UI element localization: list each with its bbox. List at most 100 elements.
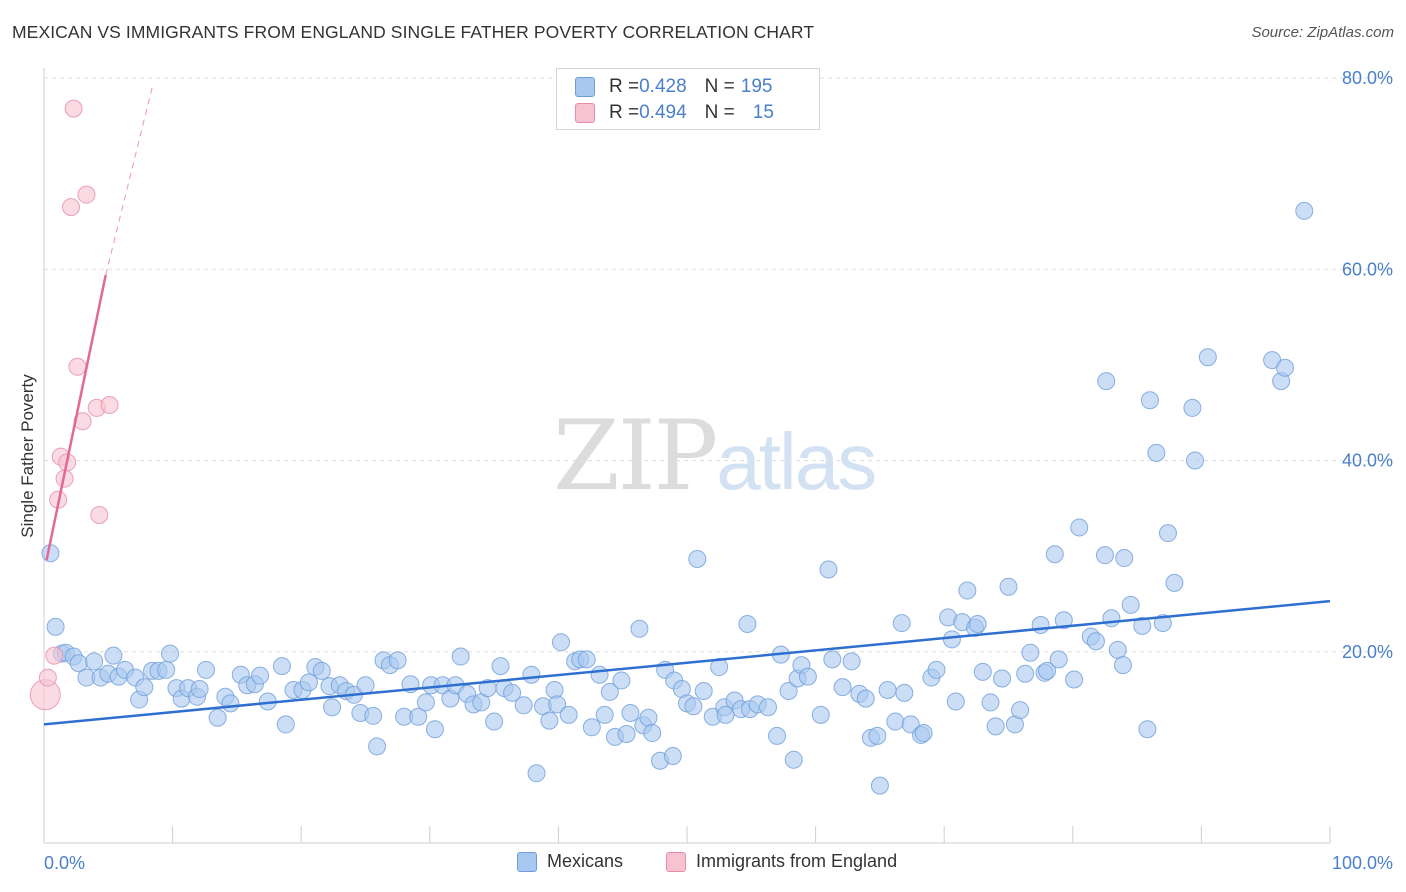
- point-mexicans: [590, 665, 609, 684]
- point-mexicans: [548, 695, 567, 714]
- point-mexicans: [981, 693, 1000, 712]
- point-mexicans: [197, 660, 216, 679]
- point-mexicans: [272, 657, 291, 676]
- point-mexicans: [868, 726, 887, 745]
- point-mexicans: [779, 681, 798, 700]
- series-legend-label-mexicans: Mexicans: [547, 851, 624, 871]
- point-mexicans: [621, 703, 640, 722]
- point-mexicans: [1185, 451, 1204, 470]
- point-mexicans: [768, 726, 787, 745]
- point-mexicans: [1086, 632, 1105, 651]
- chart-title: MEXICAN VS IMMIGRANTS FROM ENGLAND SINGL…: [12, 22, 815, 42]
- point-mexicans: [1065, 670, 1084, 689]
- point-mexicans: [927, 660, 946, 679]
- point-mexicans: [1183, 398, 1202, 417]
- point-mexicans: [1054, 611, 1073, 630]
- series-legend-swatch-mexicans: [517, 851, 537, 872]
- point-england: [45, 646, 64, 665]
- point-mexicans: [595, 705, 614, 724]
- point-mexicans: [451, 647, 470, 666]
- point-mexicans: [958, 581, 977, 600]
- point-mexicans: [663, 746, 682, 765]
- correlation-legend: R = 0.428 N = 195 R = 0.494 N = 15: [556, 68, 820, 130]
- series-legend-item-mexicans: Mexicans: [517, 851, 623, 872]
- point-mexicans: [551, 633, 570, 652]
- point-mexicans: [364, 706, 383, 725]
- point-mexicans: [1038, 661, 1057, 680]
- series-legend: Mexicans Immigrants from England: [0, 851, 1406, 879]
- point-mexicans: [856, 689, 875, 708]
- point-mexicans: [356, 676, 375, 695]
- point-england: [77, 185, 96, 204]
- point-mexicans: [1045, 545, 1064, 564]
- point-mexicans: [312, 661, 331, 680]
- point-mexicans: [694, 681, 713, 700]
- point-mexicans: [892, 614, 911, 633]
- point-mexicans: [251, 666, 270, 685]
- legend-row-england: R = 0.494 N = 15: [575, 100, 774, 126]
- point-mexicans: [1031, 615, 1050, 634]
- point-mexicans: [559, 705, 578, 724]
- point-mexicans: [1049, 650, 1068, 669]
- point-mexicans: [1121, 595, 1140, 614]
- y-tick-label: 80.0%: [1342, 68, 1393, 88]
- point-mexicans: [1295, 201, 1314, 220]
- point-mexicans: [1198, 348, 1217, 367]
- legend-row-mexicans: R = 0.428 N = 195: [575, 74, 772, 100]
- point-mexicans: [617, 724, 636, 743]
- point-mexicans: [886, 712, 905, 731]
- point-mexicans: [1147, 443, 1166, 462]
- point-mexicans: [914, 724, 933, 743]
- point-mexicans: [299, 673, 318, 692]
- point-mexicans: [323, 698, 342, 717]
- point-mexicans: [1153, 614, 1172, 633]
- point-mexicans: [1021, 643, 1040, 662]
- watermark-zip: ZIP: [553, 400, 718, 512]
- point-mexicans: [1158, 524, 1177, 543]
- series-legend-label-england: Immigrants from England: [696, 851, 898, 871]
- point-mexicans: [276, 715, 295, 734]
- point-mexicans: [1095, 546, 1114, 565]
- y-tick-label: 20.0%: [1342, 642, 1393, 662]
- point-mexicans: [208, 708, 227, 727]
- point-mexicans: [684, 697, 703, 716]
- point-mexicans: [104, 646, 123, 665]
- point-england: [62, 198, 81, 217]
- trendline-england: [45, 274, 107, 561]
- point-mexicans: [388, 651, 407, 670]
- legend-n-value: 15: [752, 102, 774, 123]
- legend-n-label: N =: [704, 102, 735, 123]
- watermark: ZIPatlas: [553, 400, 877, 512]
- point-mexicans: [870, 776, 889, 795]
- point-mexicans: [1133, 616, 1152, 635]
- point-mexicans: [1115, 549, 1134, 568]
- point-mexicans: [833, 678, 852, 697]
- legend-swatch-england: [575, 103, 595, 123]
- point-england: [68, 357, 87, 376]
- point-england: [38, 668, 57, 687]
- point-mexicans: [1275, 358, 1294, 377]
- point-mexicans: [942, 630, 961, 649]
- point-mexicans: [738, 615, 757, 634]
- point-mexicans: [582, 718, 601, 737]
- point-mexicans: [425, 720, 444, 739]
- point-mexicans: [688, 549, 707, 568]
- legend-n-label: N =: [704, 76, 735, 97]
- y-tick-label: 40.0%: [1342, 451, 1393, 471]
- point-mexicans: [973, 662, 992, 681]
- point-mexicans: [1016, 664, 1035, 683]
- point-mexicans: [522, 665, 541, 684]
- point-mexicans: [784, 750, 803, 769]
- point-mexicans: [1108, 640, 1127, 659]
- point-mexicans: [135, 678, 154, 697]
- point-mexicans: [968, 615, 987, 634]
- point-mexicans: [600, 682, 619, 701]
- point-mexicans: [485, 712, 504, 731]
- point-mexicans: [842, 652, 861, 671]
- point-mexicans: [612, 671, 631, 690]
- point-mexicans: [157, 660, 176, 679]
- point-mexicans: [1165, 573, 1184, 592]
- point-mexicans: [577, 650, 596, 669]
- legend-r-label: R =: [609, 76, 640, 97]
- point-mexicans: [368, 737, 387, 756]
